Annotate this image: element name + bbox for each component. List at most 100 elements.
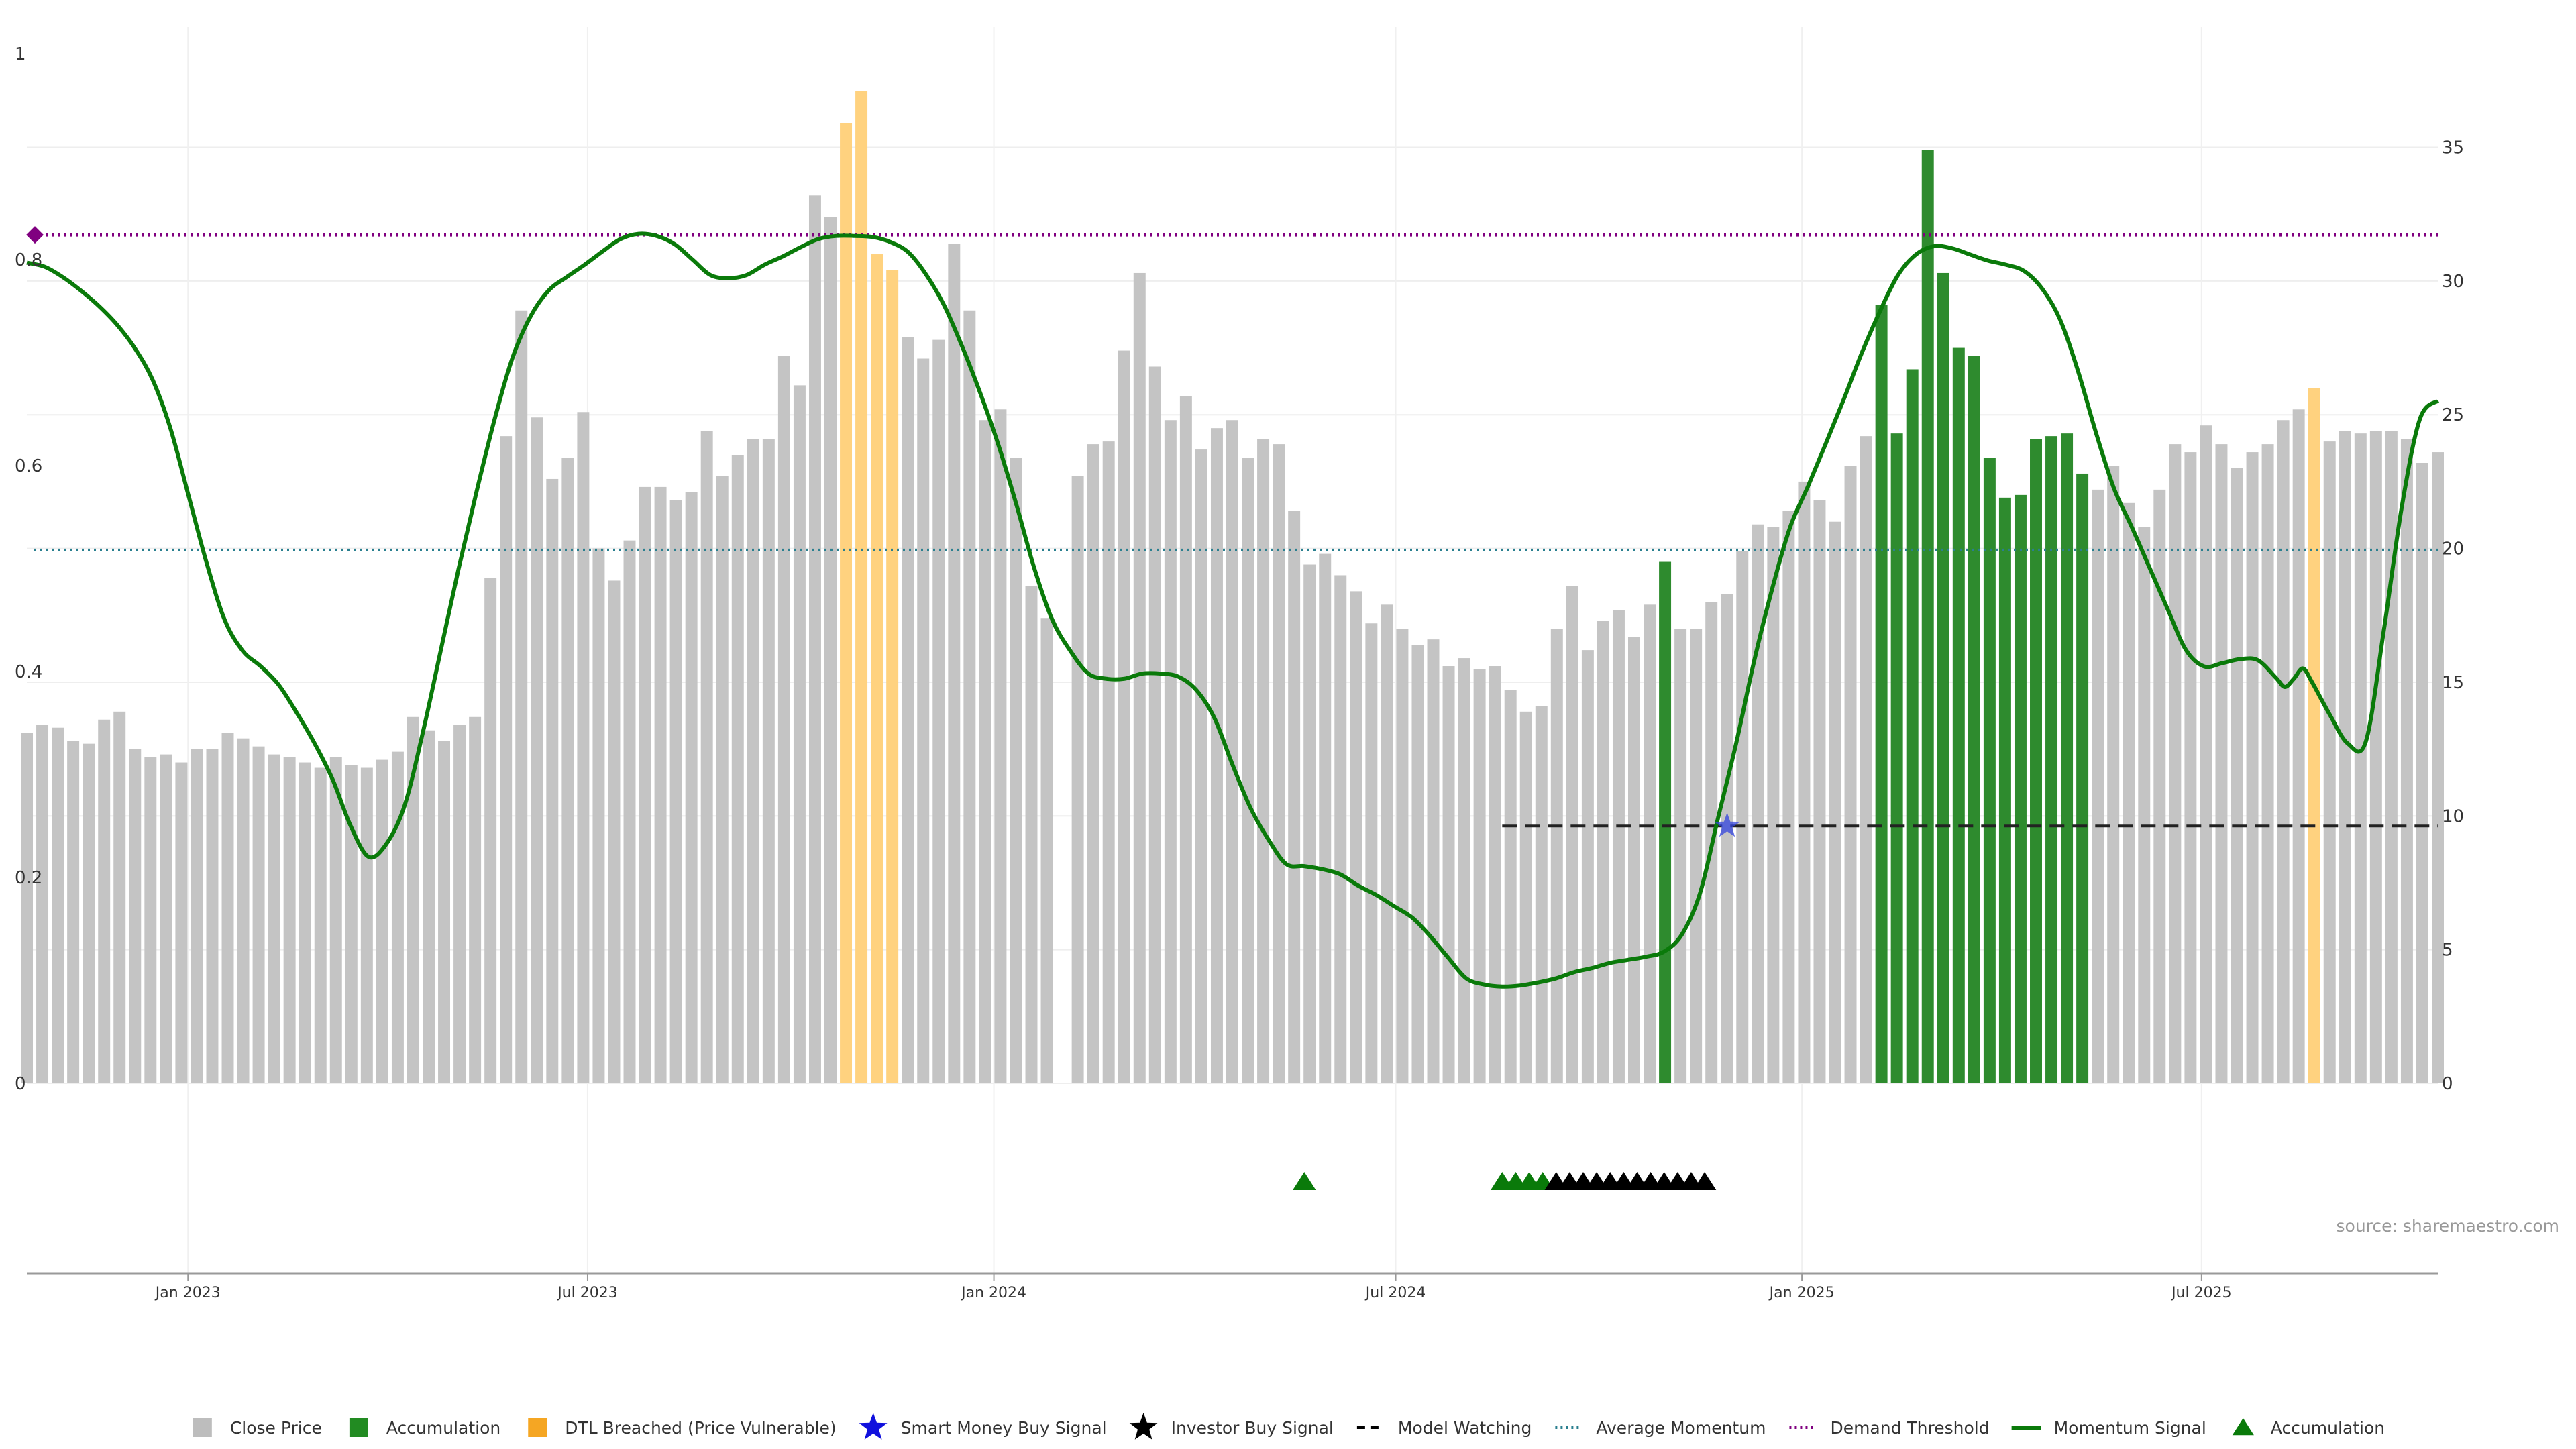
x-axis-tick-label: Jul 2023 [556, 1285, 618, 1301]
accumulation-bar [1952, 347, 1965, 1083]
close-price-bar [1273, 444, 1285, 1083]
close-price-bar [500, 436, 513, 1083]
close-price-bar [1566, 586, 1578, 1083]
accumulation-bar [2045, 436, 2058, 1083]
close-price-bar [716, 476, 729, 1083]
close-price-bar [2385, 431, 2398, 1083]
close-price-bar [1767, 527, 1780, 1083]
close-price-bar [1025, 586, 1038, 1083]
close-price-bar [639, 486, 651, 1083]
legend-label: Momentum Signal [2054, 1418, 2206, 1438]
close-price-bar [1535, 706, 1548, 1083]
left-axis-tick-label: 0.2 [15, 868, 42, 888]
accumulation-bar [1983, 458, 1996, 1083]
accumulation-bar [2030, 439, 2042, 1083]
accumulation-bar [2076, 473, 2089, 1083]
close-price-bar [1118, 350, 1130, 1083]
close-price-bar [1736, 551, 1749, 1083]
close-price-bar [577, 412, 590, 1083]
close-price-bar [1288, 511, 1301, 1083]
right-axis-tick-label: 20 [2442, 539, 2464, 559]
momentum-signal-line [26, 231, 2440, 989]
close-price-bar [1010, 458, 1022, 1083]
x-axis-tick-label: Jan 2023 [154, 1285, 221, 1301]
close-price-bar [391, 751, 404, 1083]
legend-label: Average Momentum [1596, 1418, 1766, 1438]
close-price-bar [1164, 420, 1177, 1083]
close-price-bar [1674, 629, 1687, 1083]
legend-item-demand-threshold: Demand Threshold [1789, 1418, 1990, 1438]
dtl-breached-bar [2308, 388, 2320, 1083]
close-price-bar [700, 431, 713, 1083]
right-axis-tick-label: 30 [2442, 272, 2464, 292]
close-price-bar [345, 765, 358, 1083]
close-price-bar [731, 455, 744, 1083]
close-price-bar [1860, 436, 1872, 1083]
left-axis-tick-label: 0.4 [15, 662, 42, 682]
close-price-bar [1242, 458, 1254, 1083]
close-price-bar [2416, 463, 2428, 1083]
close-price-bar [1411, 645, 1424, 1083]
close-price-bar [561, 458, 574, 1083]
close-price-bar [1628, 637, 1640, 1083]
legend-swatch [528, 1418, 547, 1437]
close-price-bar [608, 580, 621, 1083]
legend-item-smart-money-buy: Smart Money Buy Signal [859, 1413, 1107, 1440]
close-price-bar [2323, 441, 2336, 1083]
legend-star-icon [859, 1413, 888, 1440]
close-price-bar [762, 439, 775, 1083]
close-price-bar [1210, 428, 1223, 1083]
close-price-bar [1489, 666, 1501, 1083]
smart-money-buy-star [1714, 812, 1740, 837]
close-price-bar [52, 727, 64, 1083]
close-price-bar [1427, 639, 1440, 1083]
close-price-bar [994, 409, 1007, 1083]
right-axis-tick-label: 35 [2442, 138, 2464, 158]
close-price-bar [376, 759, 388, 1083]
legend: Close Price Accumulation DTL Breached (Pri… [193, 1413, 2385, 1440]
close-price-bar [1179, 396, 1192, 1083]
close-price-bar [1813, 500, 1826, 1083]
close-price-bar [2261, 444, 2274, 1083]
close-price-bar [2231, 468, 2243, 1083]
close-price-bar [531, 417, 543, 1083]
close-price-bar [1226, 420, 1238, 1083]
close-price-bar [808, 195, 821, 1084]
close-price-bar [1690, 629, 1703, 1083]
right-axis-tick-label: 10 [2442, 806, 2464, 826]
accumulation-bar [2014, 494, 2027, 1083]
close-price-bar [1473, 669, 1486, 1083]
accumulation-bar [1968, 356, 1980, 1083]
accumulation-marker [1293, 1172, 1316, 1190]
legend-item-model-watching: Model Watching [1356, 1418, 1532, 1438]
indicator-lines [26, 226, 2440, 989]
close-price-bar [1040, 618, 1053, 1083]
close-price-bar [546, 478, 559, 1083]
legend-label: DTL Breached (Price Vulnerable) [565, 1418, 836, 1438]
close-price-bar [1844, 466, 1857, 1083]
legend-label: Investor Buy Signal [1171, 1418, 1334, 1438]
close-price-bar [1458, 658, 1470, 1083]
close-price-bar [299, 762, 311, 1083]
close-price-bar [1597, 621, 1609, 1083]
legend-item-investor-buy: Investor Buy Signal [1129, 1413, 1334, 1440]
close-price-bar [1782, 511, 1795, 1083]
accumulation-bar [1937, 272, 1949, 1083]
legend-star-icon [1129, 1413, 1158, 1440]
accumulation-bar [1875, 305, 1888, 1083]
close-price-bar [1350, 591, 1362, 1083]
close-price-bar [948, 244, 961, 1084]
legend-item-momentum-signal: Momentum Signal [2011, 1418, 2206, 1438]
close-price-bar [360, 767, 373, 1083]
close-price-bar [669, 500, 682, 1083]
close-price-bar [1519, 711, 1532, 1083]
demand-threshold-marker [26, 226, 44, 244]
close-price-bar [1442, 666, 1455, 1083]
close-price-bar [1087, 444, 1099, 1083]
accumulation-bar [2061, 433, 2074, 1083]
accumulation-bar [1921, 150, 1934, 1083]
close-price-bar [206, 749, 219, 1083]
close-price-bar [2432, 452, 2444, 1083]
close-price-bar [1798, 481, 1811, 1083]
